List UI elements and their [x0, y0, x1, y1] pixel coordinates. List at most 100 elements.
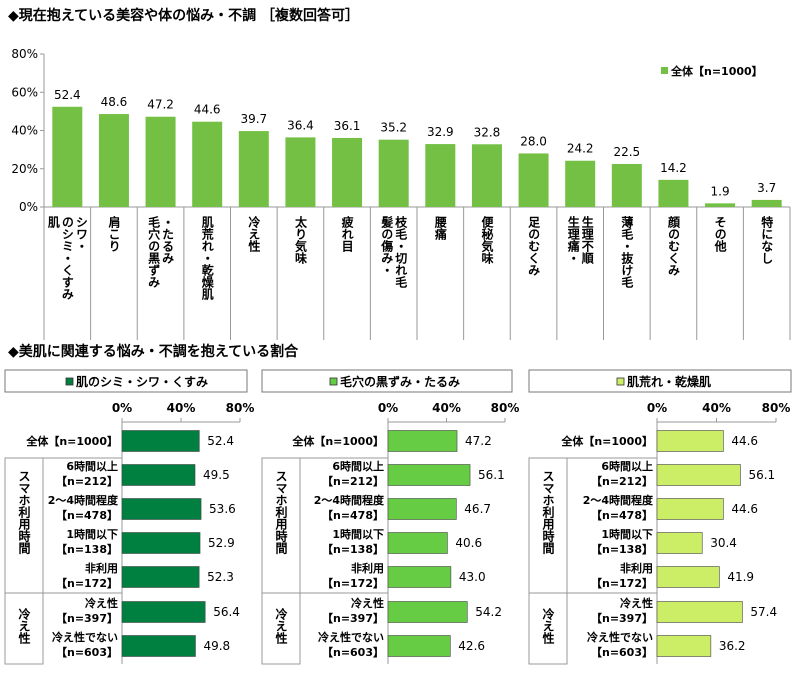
category-label: 肩こり	[107, 215, 121, 252]
bar	[98, 114, 129, 207]
value-label: 3.7	[757, 181, 776, 195]
category-label: 顔のむくみ	[666, 215, 680, 276]
panel-title-swatch	[329, 377, 338, 386]
row-label: 1時間以下	[601, 527, 653, 541]
bar	[387, 498, 457, 520]
row-label: 冷え性でない	[52, 630, 118, 644]
bar	[658, 179, 689, 207]
category-label: 髪の傷み・	[380, 215, 394, 276]
value-label: 43.0	[459, 570, 486, 584]
bar	[387, 601, 468, 623]
row-label: 【n=172】	[56, 577, 118, 590]
bar	[121, 430, 200, 452]
category-label: 枝毛・切れ毛	[394, 215, 408, 289]
bar	[387, 464, 471, 486]
panel-title: 肌のシミ・シワ・くすみ	[75, 374, 208, 389]
category-label: のシミ・くすみ	[60, 216, 74, 300]
bar	[121, 498, 202, 520]
value-label: 57.4	[750, 605, 777, 619]
row-label: 【n=397】	[56, 612, 118, 625]
row-label: 全体【n=1000】	[25, 434, 118, 448]
row-label: 2～4時間程度	[48, 493, 119, 507]
row-label: 6時間以上	[66, 459, 118, 473]
panel-title-box	[261, 369, 513, 393]
bar	[238, 131, 269, 207]
category-label: 毛穴の黒ずみ	[147, 215, 161, 288]
value-label: 44.6	[731, 434, 758, 448]
row-label: 【n=138】	[56, 543, 118, 556]
panel-title-swatch	[616, 377, 625, 386]
y-tick-label: 60%	[11, 85, 38, 99]
bar	[656, 635, 712, 657]
row-label: 【n=478】	[591, 509, 653, 522]
legend-label: 全体【n=1000】	[670, 64, 763, 78]
bar	[121, 601, 206, 623]
value-label: 39.7	[240, 112, 267, 126]
bar	[387, 430, 458, 452]
bar	[656, 498, 724, 520]
value-label: 56.1	[748, 468, 775, 482]
value-label: 52.3	[207, 570, 234, 584]
value-label: 47.2	[147, 98, 174, 112]
value-label: 32.8	[474, 125, 501, 139]
section2-title: ◆美肌に関連する悩み・不調を抱えている割合	[8, 343, 299, 360]
value-label: 22.5	[613, 145, 640, 159]
x-tick-label: 40%	[432, 401, 461, 415]
y-tick-label: 20%	[11, 162, 38, 176]
value-label: 48.6	[101, 95, 128, 109]
bar	[121, 566, 200, 588]
value-label: 49.5	[203, 468, 230, 482]
x-tick-label: 40%	[167, 401, 196, 415]
row-label: 【n=478】	[322, 509, 384, 522]
bar	[705, 203, 736, 207]
row-label: 【n=478】	[56, 509, 118, 522]
bar	[378, 139, 409, 207]
row-label: 【n=212】	[591, 475, 653, 488]
bar	[332, 137, 363, 207]
panel-title: 肌荒れ・乾燥肌	[626, 374, 711, 389]
category-label: その他	[713, 216, 727, 253]
row-label: 6時間以上	[332, 459, 384, 473]
value-label: 36.1	[334, 119, 361, 133]
value-label: 36.4	[287, 118, 314, 132]
value-label: 49.8	[203, 639, 230, 653]
row-label: 【n=603】	[322, 646, 384, 659]
value-label: 52.4	[54, 88, 81, 102]
x-tick-label: 0%	[647, 401, 667, 415]
overall-bar-chart: 0% 20% 40% 60% 80% 52.4 肌 のシミ・くすみ シワ・ 48.6 肩こり 47.2…	[11, 47, 791, 340]
value-label: 53.6	[209, 502, 236, 516]
value-label: 44.6	[194, 103, 221, 117]
x-tick-label: 40%	[702, 401, 731, 415]
row-label: 【n=212】	[56, 475, 118, 488]
y-tick-label: 80%	[11, 47, 38, 61]
row-label: 2～4時間程度	[583, 493, 654, 507]
row-label: 【n=212】	[322, 475, 384, 488]
row-label: 全体【n=1000】	[560, 434, 653, 448]
category-label: ・たるみ	[161, 216, 175, 264]
bar	[52, 106, 83, 207]
bar	[387, 566, 452, 588]
bar	[656, 601, 743, 623]
bar	[656, 566, 720, 588]
value-label: 44.6	[731, 502, 758, 516]
bar	[121, 532, 201, 554]
bar	[121, 635, 196, 657]
panel-title-box	[4, 369, 248, 393]
row-label: 【n=138】	[322, 543, 384, 556]
row-label: 冷え性	[351, 596, 384, 610]
category-label: 腰痛	[433, 215, 447, 241]
row-label: 冷え性	[620, 596, 653, 610]
category-label: 肌荒れ・乾燥肌	[200, 215, 214, 301]
value-label: 24.2	[567, 142, 594, 156]
value-label: 56.4	[213, 605, 240, 619]
group-label-cold: 冷え性	[17, 607, 31, 645]
row-label: 非利用	[351, 561, 384, 575]
category-label: 冷え性	[247, 215, 261, 253]
value-label: 47.2	[465, 434, 492, 448]
row-label: 【n=172】	[591, 577, 653, 590]
value-label: 40.6	[455, 536, 482, 550]
row-label: 1時間以下	[66, 527, 118, 541]
x-tick-label: 80%	[762, 401, 791, 415]
